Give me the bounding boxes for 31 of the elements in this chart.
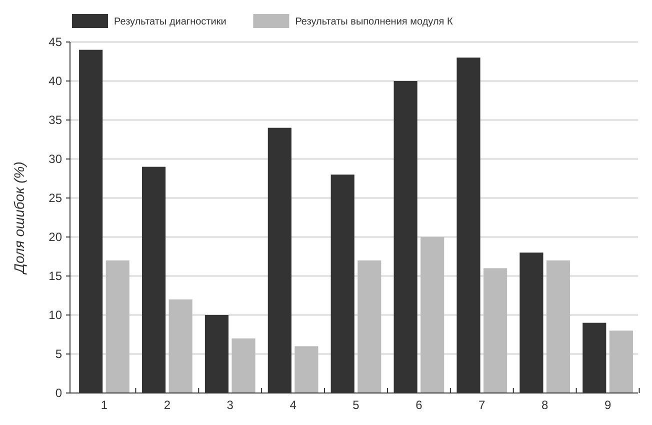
bar	[294, 346, 318, 393]
y-tick-label: 35	[48, 113, 62, 128]
bar	[106, 260, 130, 393]
y-tick-label: 0	[55, 386, 62, 400]
bar	[609, 330, 633, 393]
x-tick-label: 5	[352, 398, 360, 412]
x-tick-label: 7	[478, 398, 486, 412]
y-tick-label: 30	[48, 152, 62, 166]
x-tick-label: 9	[604, 398, 612, 412]
bar	[546, 260, 570, 393]
x-tick-label: 4	[290, 398, 297, 412]
bar	[232, 338, 256, 393]
y-tick-label: 25	[48, 191, 62, 206]
bar	[358, 260, 382, 393]
y-axis-title: Доля ошибок (%)	[11, 162, 27, 276]
bar	[168, 299, 192, 393]
y-tick-label: 15	[48, 269, 62, 284]
y-tick-label: 5	[55, 347, 62, 362]
y-tick-label: 20	[48, 230, 62, 244]
y-tick-label: 45	[48, 35, 62, 50]
y-tick-label: 40	[48, 74, 62, 88]
x-tick-label: 6	[416, 398, 423, 412]
legend-label: Результаты выполнения модуля К	[295, 16, 453, 28]
x-tick-label: 2	[164, 398, 171, 412]
x-tick-label: 3	[226, 398, 234, 412]
x-tick-label: 8	[541, 398, 548, 412]
y-tick-label: 10	[48, 308, 62, 322]
x-tick-label: 1	[100, 398, 108, 412]
legend-label: Результаты диагностики	[114, 16, 226, 28]
bar	[420, 237, 444, 393]
bar	[484, 268, 508, 393]
